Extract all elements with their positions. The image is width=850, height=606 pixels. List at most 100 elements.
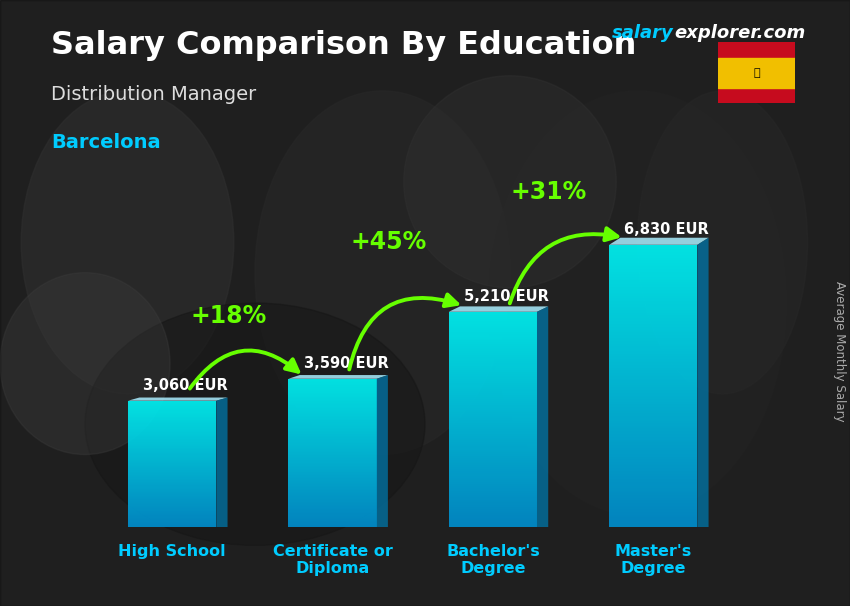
Bar bbox=[449, 340, 537, 341]
Bar bbox=[128, 452, 216, 453]
Bar bbox=[288, 516, 377, 517]
Bar bbox=[449, 451, 537, 452]
Bar bbox=[609, 328, 697, 330]
Bar bbox=[288, 513, 377, 514]
Bar bbox=[609, 496, 697, 498]
Bar bbox=[288, 460, 377, 461]
Bar bbox=[288, 479, 377, 480]
Bar bbox=[128, 467, 216, 468]
Bar bbox=[609, 430, 697, 431]
Bar bbox=[288, 387, 377, 388]
Bar bbox=[288, 450, 377, 451]
Bar bbox=[609, 347, 697, 348]
Polygon shape bbox=[216, 398, 228, 527]
Bar bbox=[449, 408, 537, 410]
Bar bbox=[288, 399, 377, 401]
Bar bbox=[449, 435, 537, 436]
Bar bbox=[288, 455, 377, 456]
Bar bbox=[128, 430, 216, 431]
Bar bbox=[449, 378, 537, 379]
Bar bbox=[288, 424, 377, 425]
Bar bbox=[609, 338, 697, 339]
Bar bbox=[128, 417, 216, 418]
Bar bbox=[609, 478, 697, 479]
Bar bbox=[128, 515, 216, 516]
Bar bbox=[449, 524, 537, 525]
Bar bbox=[288, 432, 377, 433]
Bar bbox=[449, 459, 537, 461]
Bar bbox=[609, 456, 697, 458]
Bar bbox=[449, 376, 537, 378]
Bar bbox=[609, 355, 697, 356]
Bar bbox=[609, 266, 697, 267]
Bar bbox=[288, 492, 377, 493]
Bar bbox=[288, 421, 377, 422]
Bar bbox=[288, 494, 377, 495]
Bar bbox=[609, 469, 697, 471]
Bar bbox=[449, 416, 537, 418]
Bar bbox=[449, 367, 537, 368]
Bar bbox=[128, 524, 216, 525]
Bar bbox=[449, 523, 537, 524]
Bar bbox=[449, 389, 537, 390]
Bar bbox=[288, 470, 377, 471]
Bar bbox=[449, 314, 537, 315]
Bar bbox=[449, 461, 537, 462]
Bar bbox=[288, 386, 377, 387]
Bar bbox=[449, 450, 537, 451]
Bar bbox=[128, 493, 216, 494]
Bar bbox=[128, 458, 216, 459]
Bar bbox=[609, 510, 697, 511]
Text: +45%: +45% bbox=[350, 230, 427, 254]
Bar bbox=[128, 489, 216, 490]
Bar bbox=[449, 358, 537, 359]
Bar bbox=[288, 484, 377, 485]
Bar bbox=[128, 436, 216, 437]
Bar bbox=[609, 509, 697, 510]
Bar bbox=[609, 249, 697, 250]
Bar bbox=[128, 501, 216, 502]
Bar bbox=[609, 299, 697, 300]
Bar bbox=[449, 452, 537, 453]
Bar bbox=[288, 508, 377, 510]
Bar bbox=[128, 404, 216, 405]
Bar bbox=[288, 446, 377, 447]
Bar bbox=[449, 501, 537, 502]
Bar bbox=[288, 499, 377, 500]
Bar bbox=[288, 418, 377, 419]
Bar bbox=[449, 437, 537, 438]
Bar bbox=[449, 381, 537, 382]
Bar bbox=[449, 485, 537, 486]
Bar bbox=[449, 319, 537, 321]
Bar bbox=[449, 466, 537, 467]
Bar bbox=[449, 430, 537, 431]
Ellipse shape bbox=[489, 91, 786, 515]
Bar bbox=[609, 261, 697, 262]
Bar bbox=[288, 408, 377, 409]
Bar bbox=[449, 317, 537, 318]
Bar bbox=[288, 517, 377, 518]
Bar bbox=[449, 399, 537, 400]
Bar bbox=[449, 342, 537, 343]
Bar bbox=[609, 396, 697, 398]
Bar bbox=[609, 245, 697, 246]
Bar bbox=[609, 393, 697, 395]
Bar bbox=[128, 499, 216, 500]
Polygon shape bbox=[377, 375, 388, 527]
Bar bbox=[609, 499, 697, 501]
Bar bbox=[288, 518, 377, 519]
Ellipse shape bbox=[85, 303, 425, 545]
Bar bbox=[449, 364, 537, 365]
Bar bbox=[128, 442, 216, 443]
Bar bbox=[449, 351, 537, 353]
Bar bbox=[609, 494, 697, 496]
Bar bbox=[609, 351, 697, 352]
Bar bbox=[288, 381, 377, 382]
Bar bbox=[449, 478, 537, 479]
Bar bbox=[128, 455, 216, 456]
Bar bbox=[288, 390, 377, 391]
Bar bbox=[609, 352, 697, 353]
Bar bbox=[449, 481, 537, 482]
Bar bbox=[128, 457, 216, 458]
Bar bbox=[609, 248, 697, 249]
